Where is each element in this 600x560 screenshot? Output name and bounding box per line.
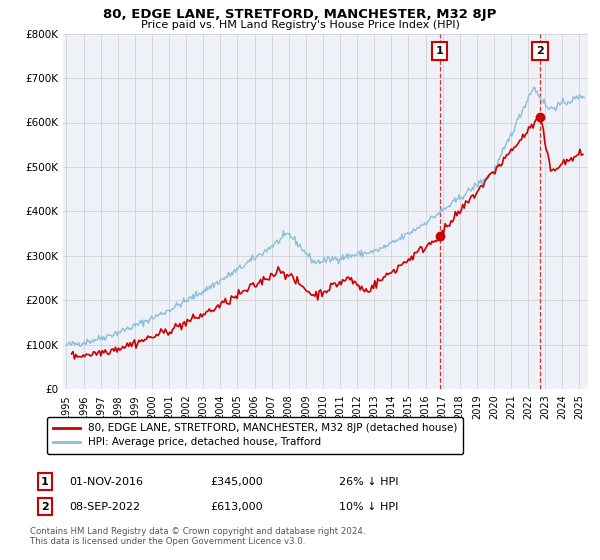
Text: 80, EDGE LANE, STRETFORD, MANCHESTER, M32 8JP: 80, EDGE LANE, STRETFORD, MANCHESTER, M3… (103, 8, 497, 21)
Text: Price paid vs. HM Land Registry's House Price Index (HPI): Price paid vs. HM Land Registry's House … (140, 20, 460, 30)
Text: 08-SEP-2022: 08-SEP-2022 (69, 502, 140, 512)
Text: 10% ↓ HPI: 10% ↓ HPI (339, 502, 398, 512)
Legend: 80, EDGE LANE, STRETFORD, MANCHESTER, M32 8JP (detached house), HPI: Average pri: 80, EDGE LANE, STRETFORD, MANCHESTER, M3… (47, 417, 463, 454)
Text: £613,000: £613,000 (210, 502, 263, 512)
Text: 01-NOV-2016: 01-NOV-2016 (69, 477, 143, 487)
Text: 2: 2 (41, 502, 49, 512)
Text: 1: 1 (436, 46, 443, 57)
Text: 2: 2 (536, 46, 544, 57)
Text: 26% ↓ HPI: 26% ↓ HPI (339, 477, 398, 487)
Text: £345,000: £345,000 (210, 477, 263, 487)
Text: 1: 1 (41, 477, 49, 487)
Text: Contains HM Land Registry data © Crown copyright and database right 2024.
This d: Contains HM Land Registry data © Crown c… (30, 526, 365, 546)
